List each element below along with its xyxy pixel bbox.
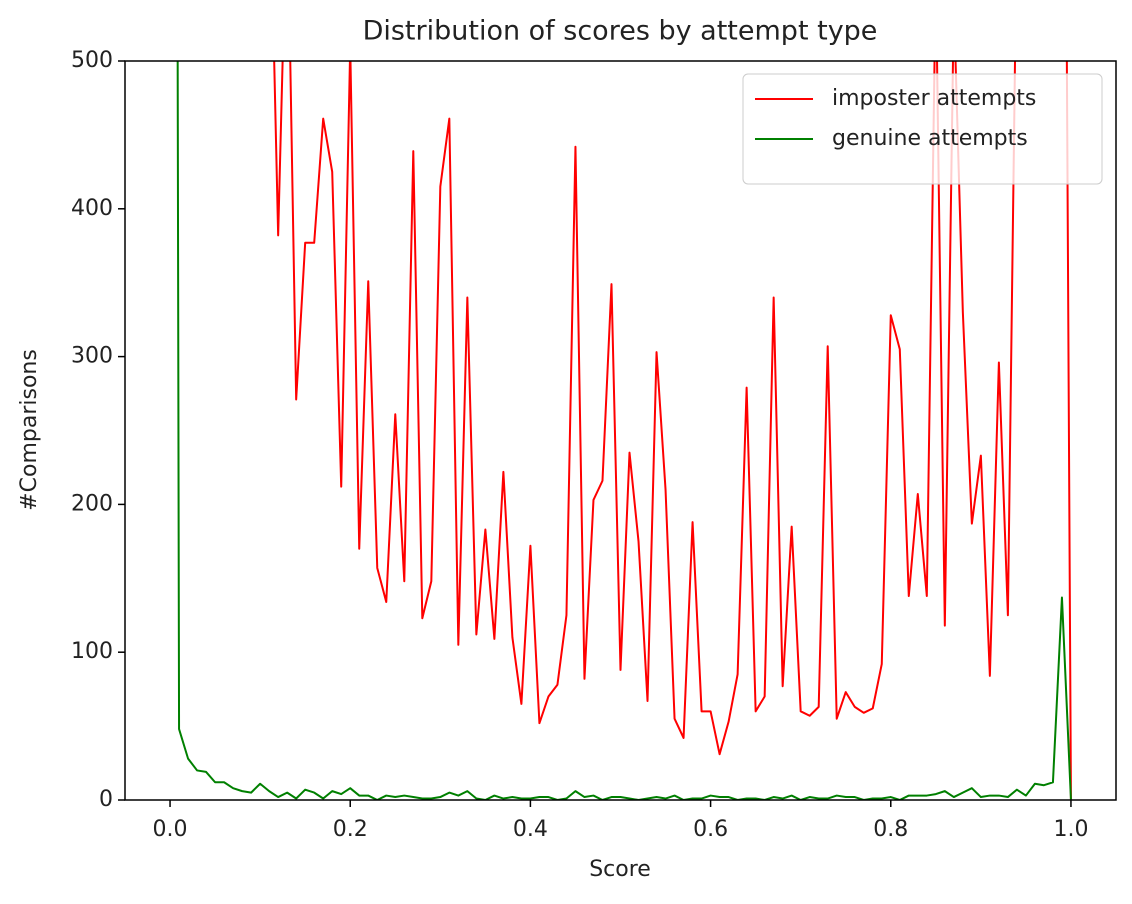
x-tick-label: 0.8 [873, 817, 908, 842]
legend: imposter attempts genuine attempts [742, 73, 1103, 185]
y-tick-label: 400 [71, 196, 113, 221]
x-tick-label: 0.0 [153, 817, 188, 842]
series-line [176, 61, 1072, 800]
x-tick-label: 0.6 [693, 817, 728, 842]
x-axis-label: Score [589, 857, 651, 882]
y-tick-label: 0 [99, 787, 113, 812]
y-tick-label: 500 [71, 48, 113, 73]
x-tick-label: 0.4 [513, 817, 548, 842]
y-tick-label: 200 [71, 491, 113, 516]
x-tick-label: 0.2 [333, 817, 368, 842]
y-axis-label: #Comparisons [17, 349, 42, 511]
y-tick-label: 100 [71, 639, 113, 664]
axes-frame [124, 60, 1117, 801]
plot-area [176, 61, 1072, 800]
chart-title: Distribution of scores by attempt type [363, 16, 878, 47]
x-tick-label: 1.0 [1053, 817, 1088, 842]
legend-label: genuine attempts [832, 126, 1028, 151]
y-tick-label: 300 [71, 344, 113, 369]
series-line [273, 61, 1072, 800]
legend-label: imposter attempts [832, 86, 1036, 111]
legend-box [742, 73, 1103, 185]
